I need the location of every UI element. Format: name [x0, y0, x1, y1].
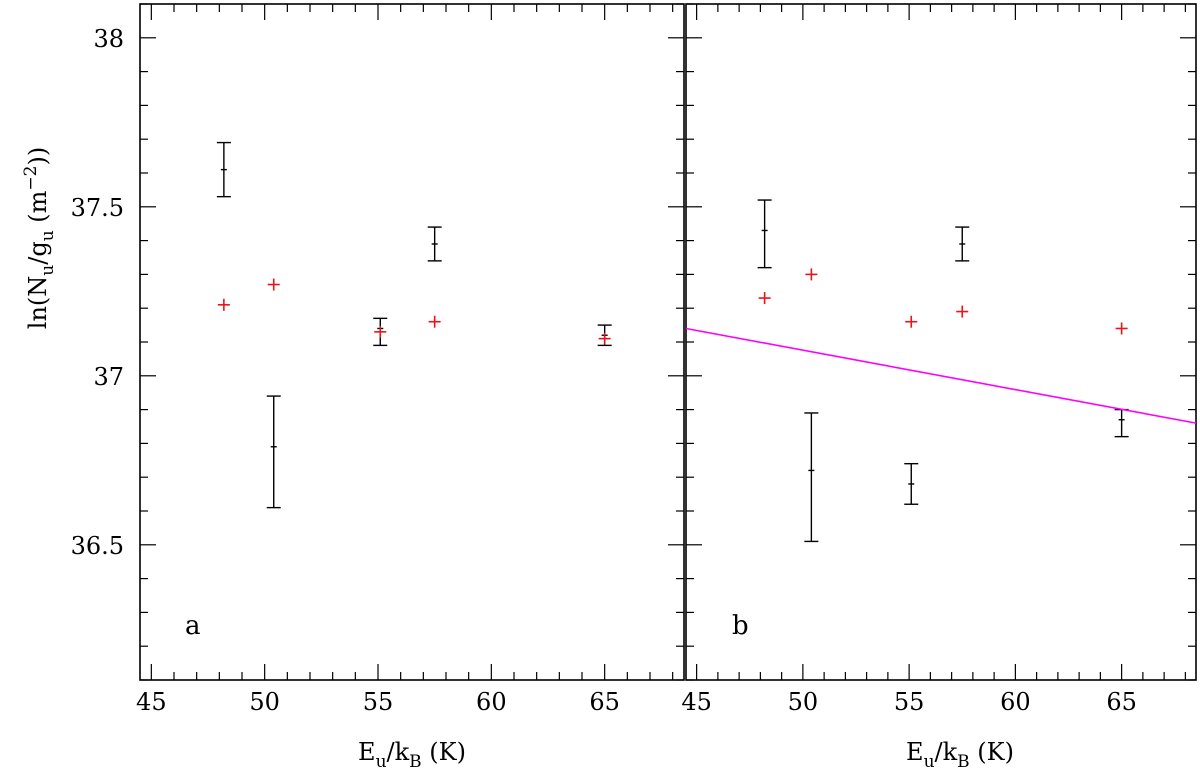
observed-point — [427, 226, 442, 262]
model-point — [374, 325, 387, 338]
x-tick-label: 60 — [476, 688, 507, 716]
x-axis-label-b: Eu/kB (K) — [906, 738, 1014, 772]
x-tick-label: 45 — [681, 688, 712, 716]
x-tick-label: 45 — [136, 688, 167, 716]
x-tick-label: 55 — [894, 688, 925, 716]
model-point — [805, 268, 818, 281]
fit-line — [685, 327, 1197, 424]
x-tick-label: 65 — [589, 688, 620, 716]
x-tick-label: 65 — [1106, 688, 1137, 716]
model-point — [428, 315, 441, 328]
model-point — [956, 305, 969, 318]
y-tick-label: 37 — [93, 363, 124, 391]
observed-point — [757, 199, 772, 269]
plot-frame — [139, 3, 685, 681]
y-tick-label: 38 — [93, 25, 124, 53]
panel-label: a — [185, 611, 201, 641]
panel-a: 45 50 55 60 65 36.5 37 37.5 38 a — [71, 3, 685, 716]
y-tick-label: 36.5 — [71, 532, 124, 560]
observed-point — [1114, 408, 1129, 438]
x-tick-label: 50 — [788, 688, 819, 716]
y-axis-label: ln(Nu/gu (m−2)) — [21, 147, 58, 329]
x-tick-label: 50 — [249, 688, 280, 716]
x-axis-label-a: Eu/kB (K) — [358, 738, 466, 772]
model-point — [905, 315, 918, 328]
y-tick-label: 37.5 — [71, 194, 124, 222]
observed-point — [266, 395, 281, 509]
model-point — [758, 292, 771, 305]
model-point — [217, 298, 230, 311]
model-point — [1115, 322, 1128, 335]
x-tick-label: 55 — [363, 688, 394, 716]
model-point — [267, 278, 280, 291]
panel-label: b — [732, 611, 749, 641]
model-point — [598, 332, 611, 345]
observed-point — [804, 412, 819, 543]
observed-point — [216, 141, 231, 198]
x-tick-label: 60 — [1000, 688, 1031, 716]
panel-b: 45 50 55 60 65 b — [681, 3, 1197, 716]
observed-point — [904, 462, 919, 505]
observed-point — [955, 226, 970, 262]
